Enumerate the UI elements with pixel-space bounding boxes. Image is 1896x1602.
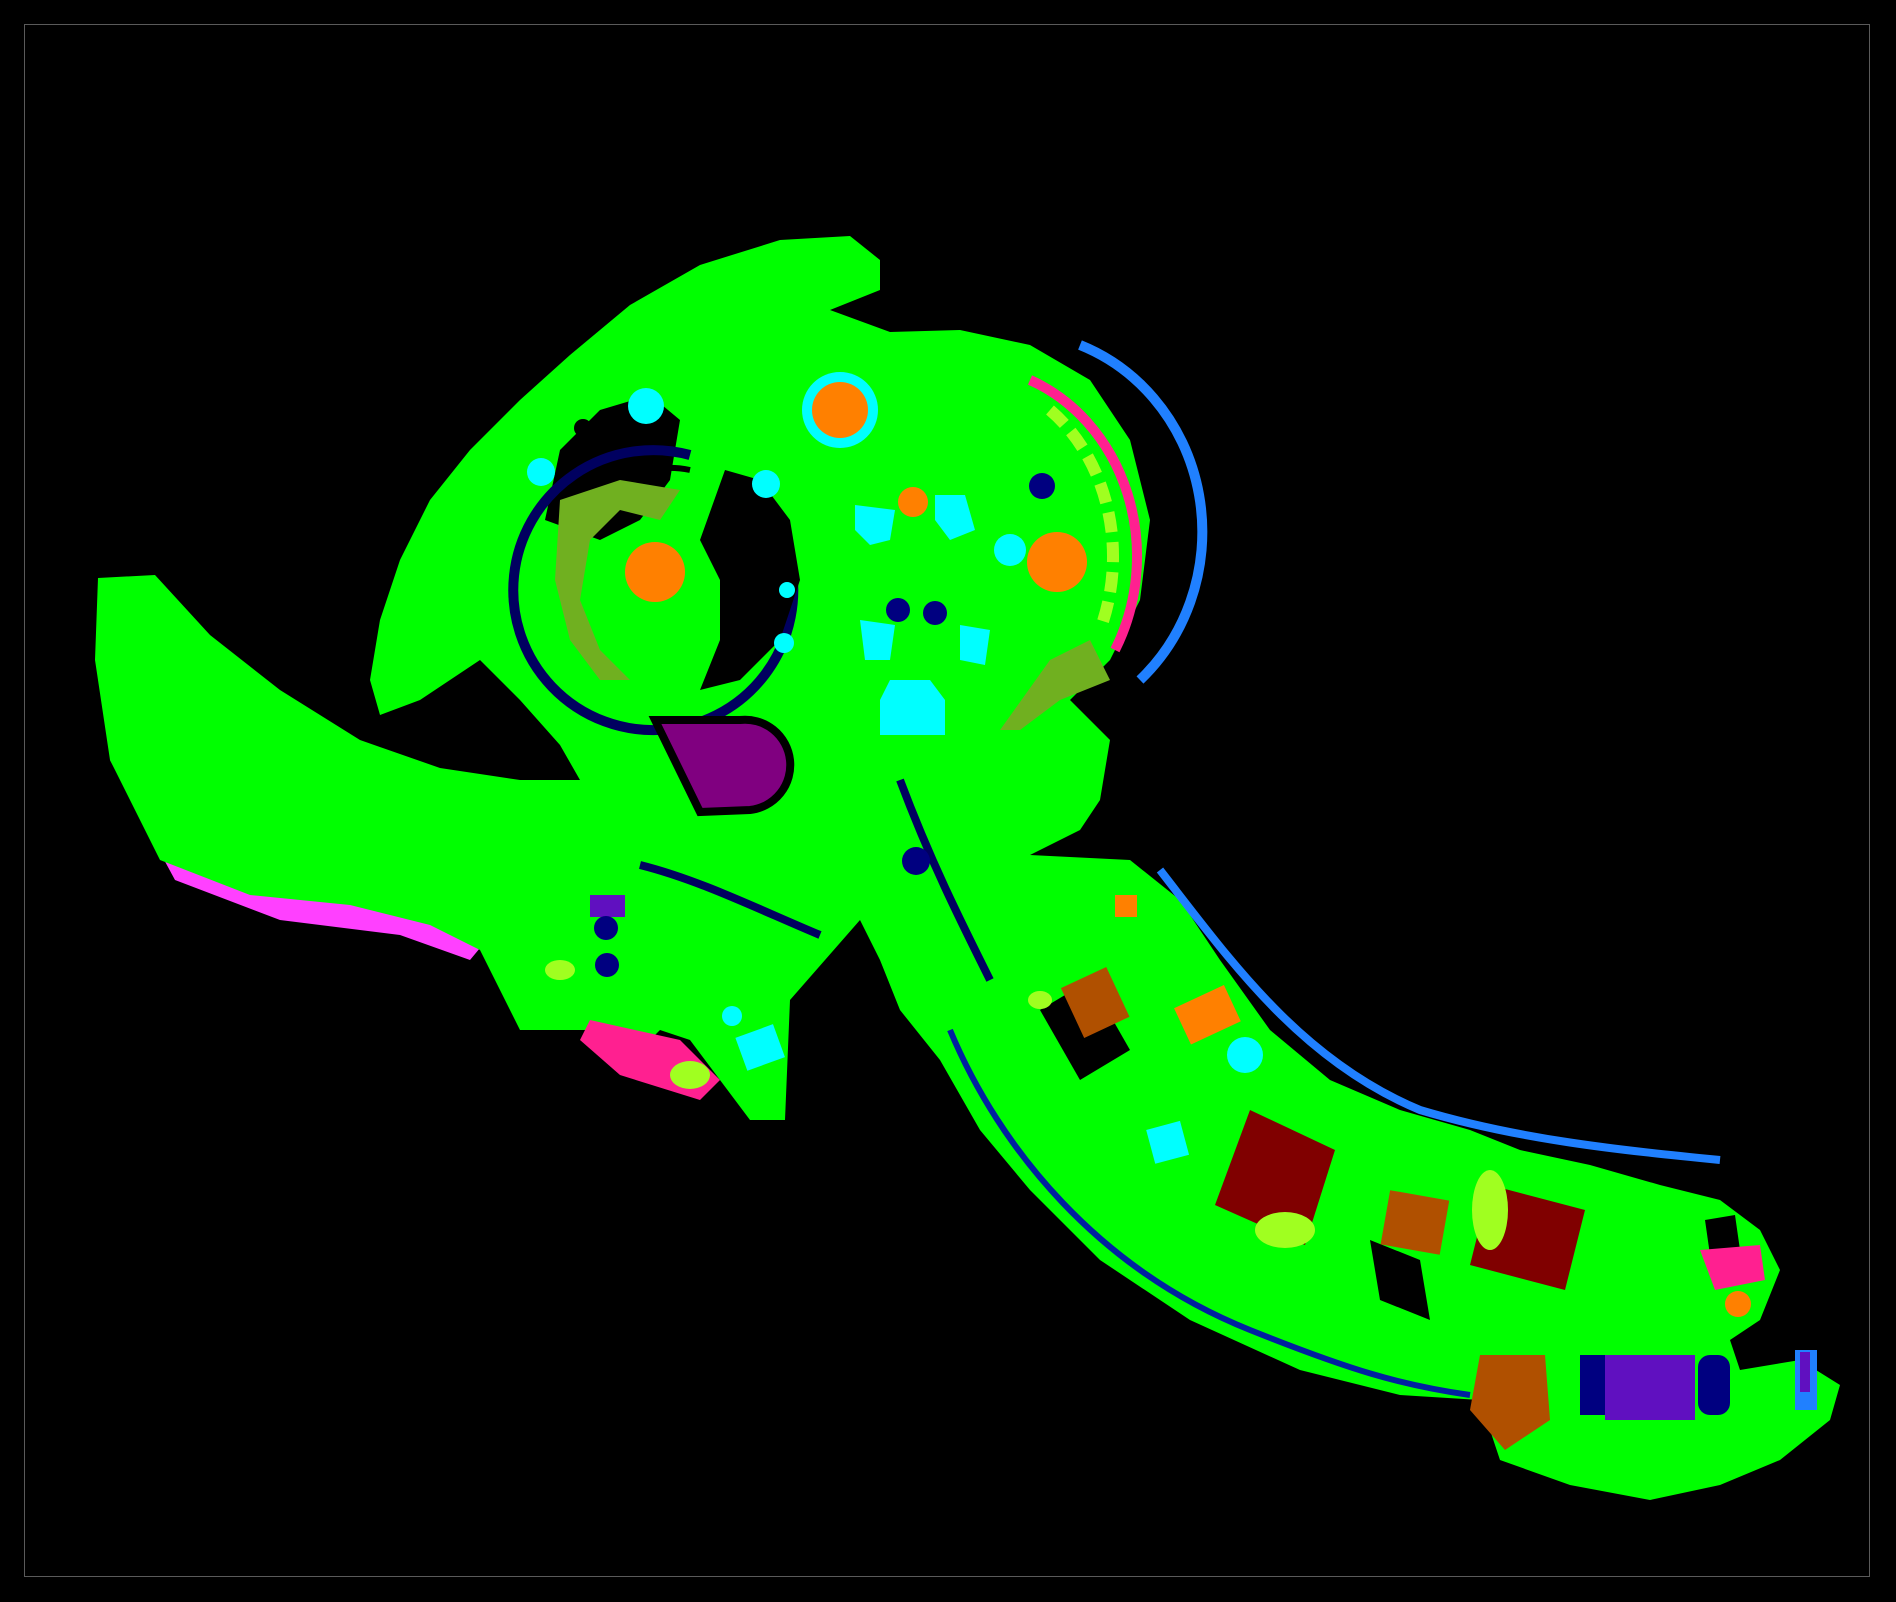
table-11 xyxy=(994,534,1026,566)
cabinet-3 xyxy=(1380,1190,1450,1255)
box-purple-small xyxy=(590,895,625,917)
table-4 xyxy=(774,633,794,653)
wall-lower-left xyxy=(639,861,822,939)
void-dot-2 xyxy=(1418,993,1442,1017)
table-16 xyxy=(1115,895,1137,917)
table-3 xyxy=(752,470,780,498)
planter-right-end xyxy=(1700,1245,1765,1290)
round-object-5 xyxy=(1725,1291,1751,1317)
terrace-right xyxy=(1000,640,1110,730)
table-6 xyxy=(855,505,895,545)
counter-purple xyxy=(648,715,795,817)
railing-corridor xyxy=(1156,867,1721,1164)
table-15 xyxy=(1146,1120,1190,1164)
table-14 xyxy=(1227,1037,1263,1073)
table-12 xyxy=(722,1006,742,1026)
cabinet-2 xyxy=(1174,985,1241,1045)
table-2 xyxy=(527,458,555,486)
table-13 xyxy=(735,1024,785,1071)
railing-right-top xyxy=(1078,340,1208,684)
table-5 xyxy=(779,582,795,598)
round-object-4 xyxy=(1027,532,1087,592)
terrace-inner xyxy=(555,480,680,680)
wall-arc-center xyxy=(508,445,799,736)
map-frame xyxy=(24,24,1870,1577)
wall-corridor-bottom xyxy=(947,1028,1471,1398)
void-right-notch xyxy=(1705,1215,1740,1255)
shrubs-right xyxy=(1046,405,1120,633)
table-7 xyxy=(935,495,975,540)
round-object-3 xyxy=(898,487,928,517)
railing-end-purple xyxy=(1800,1352,1810,1392)
cabinet-1 xyxy=(1060,966,1130,1038)
wall-walkway xyxy=(896,778,994,982)
shrub-3 xyxy=(1472,1170,1508,1250)
seat-2 xyxy=(886,598,910,622)
void-room-b xyxy=(1370,1240,1430,1320)
void-dot-1 xyxy=(574,419,592,437)
seat-4 xyxy=(594,916,618,940)
shrub-5 xyxy=(545,960,575,980)
seat-3 xyxy=(923,601,947,625)
cabinet-4 xyxy=(1470,1355,1550,1450)
seat-1 xyxy=(1029,473,1055,499)
seat-7 xyxy=(1580,1355,1605,1415)
seat-6 xyxy=(902,847,930,875)
round-object-2 xyxy=(625,542,685,602)
seat-5 xyxy=(595,953,619,977)
shrub-2 xyxy=(1255,1212,1315,1248)
void-inner xyxy=(700,470,800,690)
large-table-1 xyxy=(1215,1110,1335,1245)
planter-right xyxy=(1027,375,1143,653)
round-object-1 xyxy=(812,382,868,438)
floor-region xyxy=(95,236,1840,1500)
shrub-4 xyxy=(670,1061,710,1089)
seat-8 xyxy=(1698,1355,1730,1415)
table-9 xyxy=(960,625,990,665)
shrub-1 xyxy=(1028,991,1052,1009)
box-purple xyxy=(1605,1355,1695,1420)
table-10 xyxy=(880,680,945,735)
table-8 xyxy=(860,620,895,660)
table-1 xyxy=(628,388,664,424)
